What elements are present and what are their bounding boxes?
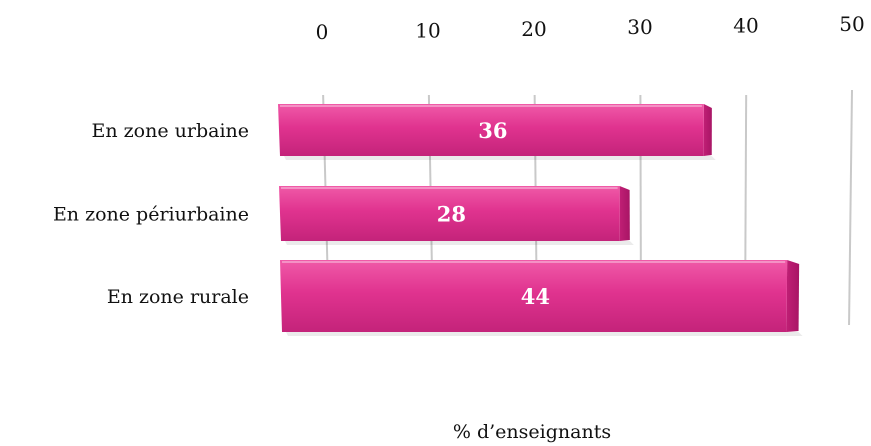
x-tick-label: 10 — [415, 18, 440, 42]
bar — [280, 260, 788, 332]
x-axis-ticks: 0 10 20 30 40 50 — [316, 12, 865, 44]
bar — [279, 186, 620, 241]
category-label: En zone périurbaine — [53, 204, 249, 226]
x-tick-label: 20 — [521, 17, 546, 41]
x-tick-label: 0 — [316, 20, 329, 44]
bar-value-label: 44 — [521, 284, 550, 309]
bar-end-cap — [786, 260, 800, 332]
x-axis-title: % d’enseignants — [453, 421, 611, 443]
bar-end-cap — [703, 104, 712, 156]
bar-value-label: 28 — [437, 202, 466, 227]
gridline-50 — [848, 89, 853, 326]
x-tick-label: 30 — [627, 15, 652, 39]
category-labels: En zone urbaine En zone périurbaine En zon… — [53, 120, 249, 308]
category-label: En zone rurale — [107, 286, 249, 308]
bar-shadow — [284, 156, 716, 160]
bar — [278, 104, 704, 156]
bars: 36 28 44 — [278, 104, 803, 336]
bar-end-cap — [619, 186, 630, 241]
x-tick-label: 40 — [733, 14, 758, 38]
bar-shadow — [286, 332, 803, 336]
x-tick-label: 50 — [839, 12, 864, 36]
category-label: En zone urbaine — [92, 120, 249, 142]
bar-value-label: 36 — [478, 118, 507, 143]
bar-shadow — [285, 241, 634, 245]
